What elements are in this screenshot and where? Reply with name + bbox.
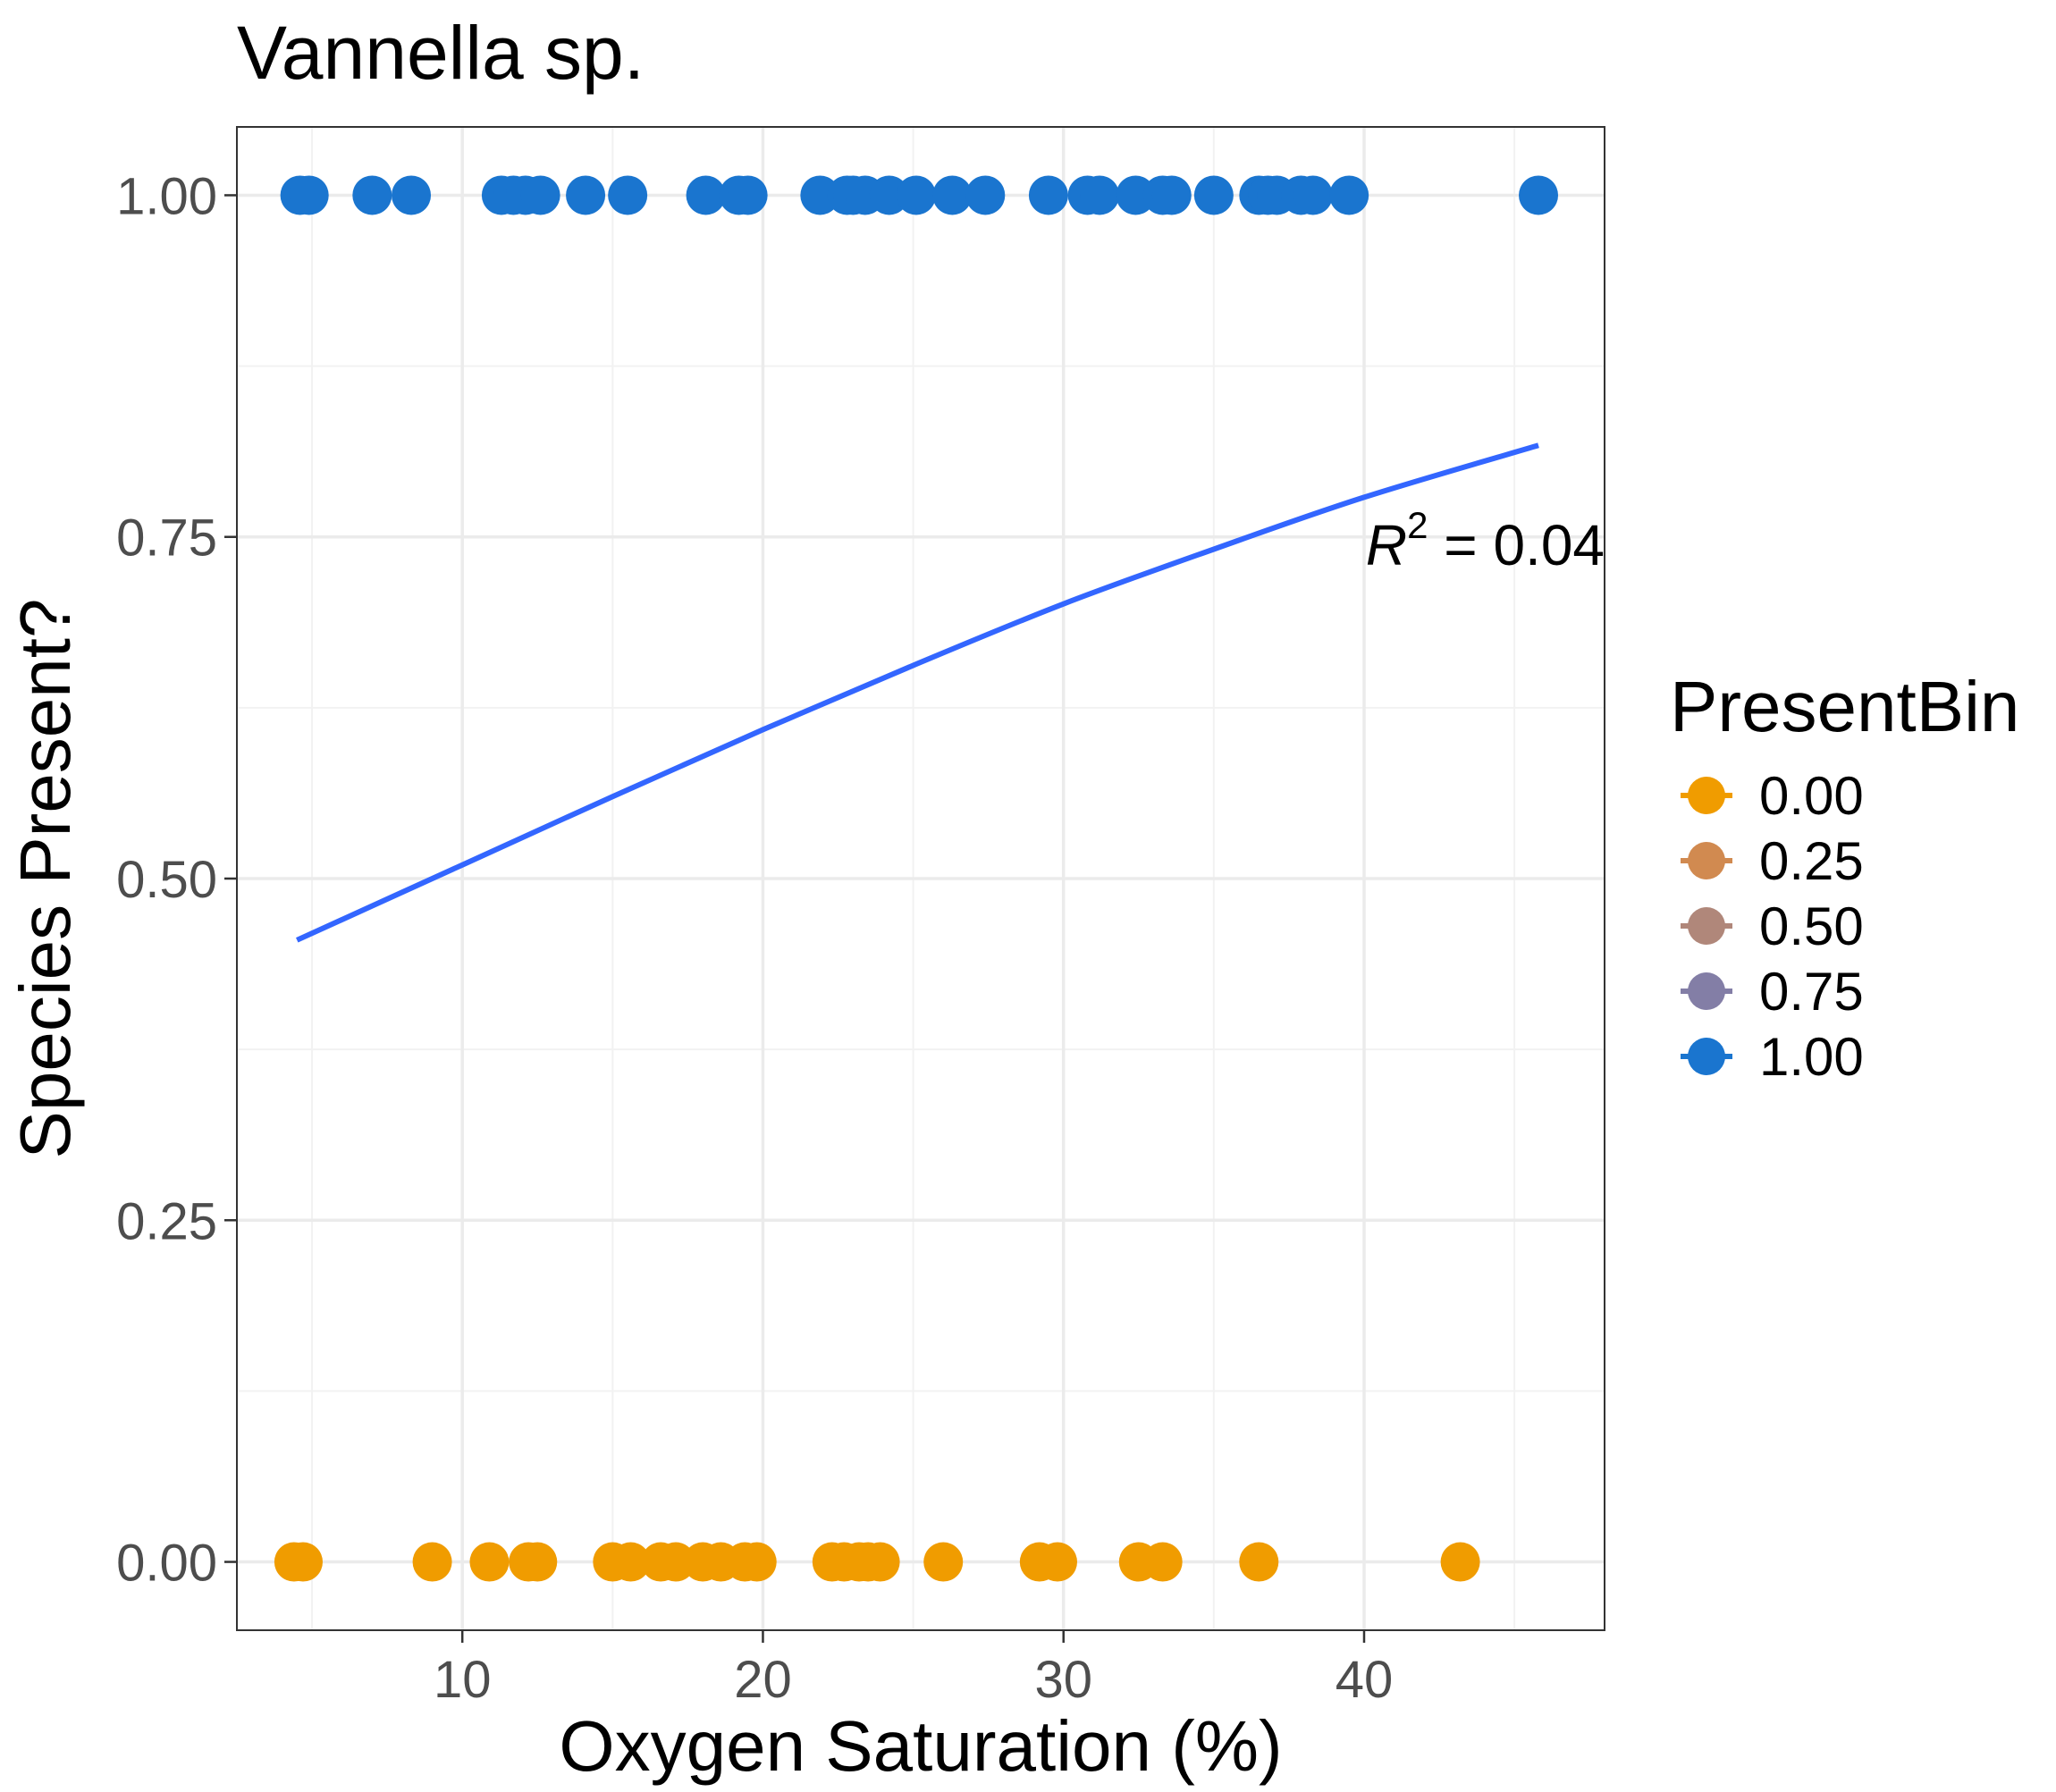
r-squared-value: = 0.04 (1428, 513, 1605, 577)
data-point (686, 175, 726, 215)
data-point (289, 175, 329, 215)
data-point (1293, 175, 1333, 215)
data-point (1080, 175, 1120, 215)
data-point (352, 175, 392, 215)
y-axis: 0.00 0.25 0.50 0.75 1.00 (116, 167, 237, 1593)
data-point (518, 1542, 558, 1582)
x-tick-label: 30 (1034, 1651, 1092, 1709)
y-tick-label: 1.00 (116, 167, 217, 225)
y-axis-label: Species Present? (5, 598, 85, 1158)
legend-label: 0.25 (1759, 831, 1864, 891)
data-point (1329, 175, 1369, 215)
fit-layer (296, 442, 1539, 943)
x-tick-label: 20 (734, 1651, 792, 1709)
data-point (469, 1542, 510, 1582)
r-squared-superscript: 2 (1407, 504, 1428, 546)
legend-key-dot (1688, 842, 1725, 879)
data-point (1151, 175, 1192, 215)
y-tick-label: 0.25 (116, 1192, 217, 1250)
x-axis: 10 20 30 40 (434, 1630, 1393, 1709)
data-point (1028, 175, 1068, 215)
data-point (923, 1542, 964, 1582)
x-axis-label: Oxygen Saturation (%) (559, 1706, 1282, 1786)
y-tick-label: 0.50 (116, 851, 217, 909)
r-squared-annotation: R2 = 0.04 (1366, 504, 1605, 577)
x-tick-label: 40 (1336, 1651, 1394, 1709)
data-point (965, 175, 1006, 215)
logistic-fit-line (296, 442, 1539, 943)
data-point (728, 175, 768, 215)
data-point (1116, 175, 1156, 215)
r-squared-symbol: R (1366, 513, 1407, 577)
data-point (932, 175, 973, 215)
x-tick-label: 10 (434, 1651, 492, 1709)
chart-title: Vannella sp. (237, 11, 645, 95)
data-point (1142, 1542, 1183, 1582)
data-point (800, 175, 840, 215)
legend-key-dot (1688, 907, 1725, 945)
points-layer (274, 175, 1559, 1582)
legend-label: 0.00 (1759, 766, 1864, 826)
data-point (869, 175, 909, 215)
data-point (520, 175, 560, 215)
legend-label: 0.50 (1759, 896, 1864, 956)
legend: PresentBin 0.000.250.500.751.00 (1670, 667, 2019, 1087)
data-point (1519, 175, 1559, 215)
data-point (1440, 1542, 1480, 1582)
legend-key-dot (1688, 777, 1725, 814)
data-point (611, 1542, 651, 1582)
data-point (896, 175, 936, 215)
legend-label: 1.00 (1759, 1027, 1864, 1087)
data-point (412, 1542, 452, 1582)
legend-key-dot (1688, 1038, 1725, 1075)
data-point (655, 1542, 695, 1582)
data-point (566, 175, 606, 215)
data-point (392, 175, 432, 215)
data-point (1239, 1542, 1279, 1582)
y-tick-label: 0.75 (116, 509, 217, 568)
data-point (1038, 1542, 1077, 1582)
legend-title: PresentBin (1670, 667, 2019, 746)
data-point (608, 175, 648, 215)
legend-label: 0.75 (1759, 962, 1864, 1022)
legend-key-dot (1688, 972, 1725, 1010)
data-point (860, 1542, 900, 1582)
grid-layer (237, 127, 1605, 1630)
data-point (282, 1542, 323, 1582)
y-tick-label: 0.00 (116, 1535, 217, 1593)
data-point (737, 1542, 777, 1582)
data-point (1193, 175, 1234, 215)
